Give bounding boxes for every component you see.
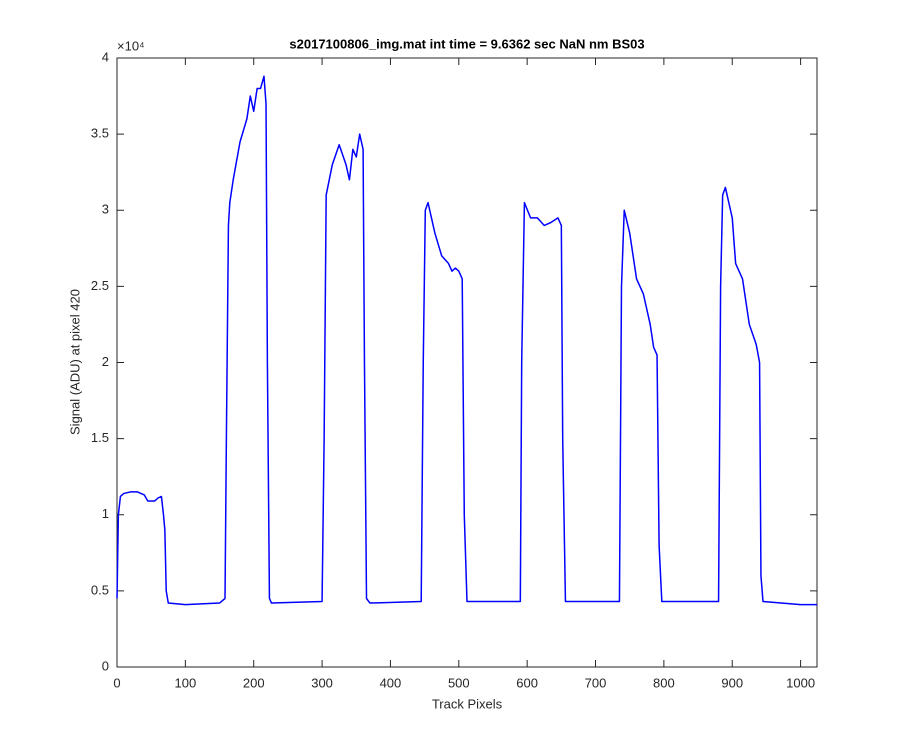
y-tick-label: 2 (102, 354, 109, 369)
y-tick-label: 4 (102, 49, 109, 64)
y-tick-label: 3 (102, 202, 109, 217)
y-tick-label: 2.5 (91, 278, 109, 293)
y-tick-label: 1 (102, 506, 109, 521)
x-tick-label: 200 (243, 675, 265, 690)
chart-title: s2017100806_img.mat int time = 9.6362 se… (289, 36, 644, 51)
x-tick-label: 900 (721, 675, 743, 690)
y-tick-label: 3.5 (91, 126, 109, 141)
x-tick-label: 800 (653, 675, 675, 690)
x-tick-label: 0 (113, 675, 120, 690)
x-tick-label: 700 (585, 675, 607, 690)
y-tick-label: 0.5 (91, 582, 109, 597)
x-tick-label: 300 (311, 675, 333, 690)
x-axis-label: Track Pixels (432, 696, 503, 711)
x-tick-label: 400 (380, 675, 402, 690)
x-tick-label: 500 (448, 675, 470, 690)
y-tick-label: 0 (102, 658, 109, 673)
x-tick-label: 100 (175, 675, 197, 690)
x-tick-label: 1000 (786, 675, 815, 690)
x-tick-label: 600 (516, 675, 538, 690)
y-axis-label: Signal (ADU) at pixel 420 (67, 289, 82, 435)
data-line (116, 75, 817, 606)
y-exponent-label: ×10⁴ (117, 38, 145, 53)
y-tick-label: 1.5 (91, 430, 109, 445)
plot-frame (116, 57, 818, 668)
